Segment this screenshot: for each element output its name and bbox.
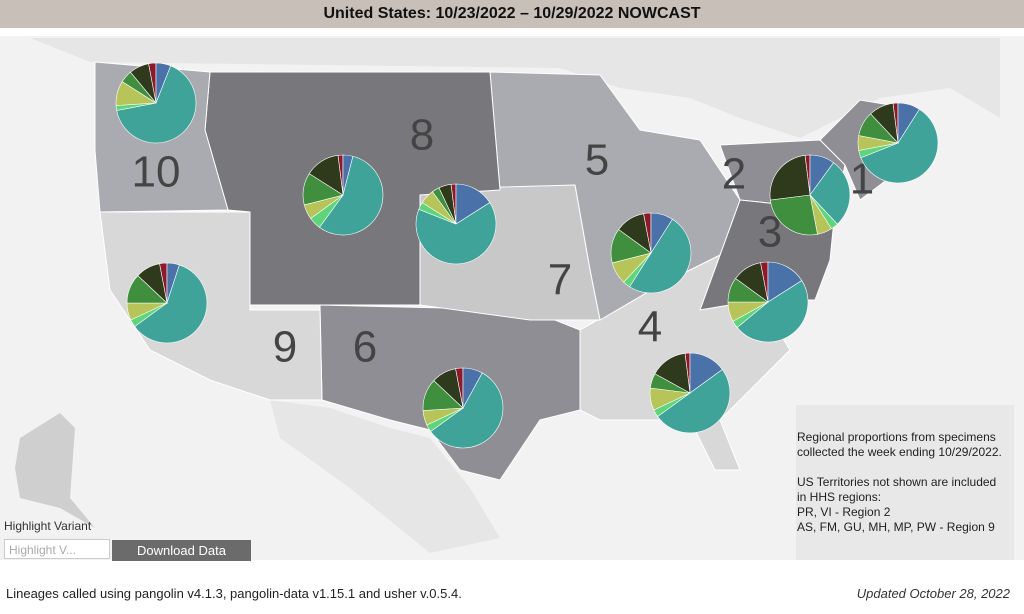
highlight-label: Highlight Variant <box>4 519 92 533</box>
pie-slice <box>769 194 818 236</box>
pie <box>115 62 197 144</box>
region-label: 8 <box>410 111 434 160</box>
pie-slice <box>415 202 497 265</box>
pie-slice <box>308 154 344 196</box>
canada <box>30 38 1000 138</box>
updated: Updated October 28, 2022 <box>856 586 1010 601</box>
region-label: 4 <box>638 303 662 352</box>
note-line: in HHS regions: <box>797 490 882 504</box>
pie <box>727 261 809 343</box>
pie-slice <box>618 213 652 254</box>
pie-slice <box>657 369 731 434</box>
pie-slice <box>769 154 811 201</box>
alaska <box>15 413 95 528</box>
pie-slice <box>433 368 464 409</box>
pie <box>126 262 208 344</box>
region-label: 5 <box>585 136 609 185</box>
pie <box>769 154 851 236</box>
pie-slice <box>137 263 168 304</box>
download-button[interactable]: Download Data <box>112 540 251 561</box>
note-line: PR, VI - Region 2 <box>797 505 891 519</box>
pie-slice <box>116 65 197 144</box>
title: United States: 10/23/2022 – 10/29/2022 N… <box>0 0 1024 28</box>
pie-slice <box>870 102 899 144</box>
pie-slice <box>809 162 851 225</box>
note: Regional proportions from specimens colle… <box>796 405 1014 560</box>
pie-slice <box>134 264 208 344</box>
pie-slice <box>438 183 457 225</box>
region-label: 6 <box>353 323 377 372</box>
note-line: AS, FM, GU, MH, MP, PW - Region 9 <box>797 520 995 534</box>
pie <box>610 212 692 294</box>
pie-slice <box>654 352 691 394</box>
region-label: 7 <box>548 256 572 305</box>
pie <box>857 102 939 184</box>
region-label: 10 <box>132 148 181 197</box>
region-label: 9 <box>273 323 297 372</box>
credits: Lineages called using pangolin v4.1.3, p… <box>6 586 462 601</box>
region <box>99 211 323 401</box>
pie-slice <box>735 262 769 303</box>
pie-slice <box>430 372 504 449</box>
pie <box>422 367 504 449</box>
note-line: collected the week ending 10/29/2022. <box>797 445 1002 459</box>
mexico <box>270 400 500 553</box>
highlight-input[interactable]: Highlight V... <box>4 539 110 559</box>
pie-slice <box>860 108 939 184</box>
pie <box>415 183 497 265</box>
note-line: US Territories not shown are included <box>797 475 997 489</box>
pie-slice <box>736 280 809 343</box>
pie-slice <box>130 63 157 104</box>
pie-slice <box>629 218 692 294</box>
pie <box>302 154 384 236</box>
pie <box>649 352 731 434</box>
region-label: 2 <box>722 150 746 199</box>
note-line: Regional proportions from specimens <box>797 430 996 444</box>
pie-slice <box>319 155 384 236</box>
